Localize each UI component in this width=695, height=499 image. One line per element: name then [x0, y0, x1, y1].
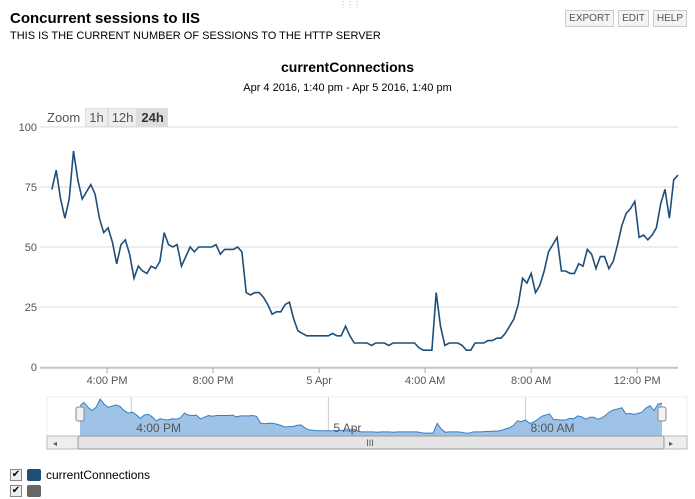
x-tick-label: 5 Apr	[306, 375, 332, 387]
scroll-left-arrow-icon[interactable]: ◂	[53, 439, 57, 448]
checkbox-checked-icon[interactable]: ✔	[10, 485, 22, 497]
legend-label: currentConnections	[46, 468, 151, 482]
y-tick-label: 0	[31, 362, 37, 374]
chart-title: currentConnections	[280, 59, 414, 75]
scroll-right-arrow-icon[interactable]: ▸	[669, 439, 673, 448]
navigator-label: 4:00 PM	[136, 421, 181, 435]
x-tick-label: 8:00 PM	[193, 375, 234, 387]
checkbox-checked-icon[interactable]: ✔	[10, 469, 22, 481]
navigator-label: 8:00 AM	[530, 421, 574, 435]
series-line	[51, 150, 679, 351]
navigator-label: 5 Apr	[333, 421, 361, 435]
series-swatch	[27, 469, 41, 481]
scrollbar-grip-icon: III	[366, 438, 374, 448]
zoom-selector: Zoom 1h 12h 24h	[47, 108, 168, 127]
y-tick-label: 75	[25, 182, 37, 194]
widget-subtitle: THIS IS THE CURRENT NUMBER OF SESSIONS T…	[10, 30, 381, 42]
legend-item[interactable]: ✔	[10, 483, 150, 499]
help-button[interactable]: HELP	[652, 10, 687, 27]
export-button[interactable]: EXPORT	[565, 10, 615, 27]
drag-handle[interactable]: ⋮⋮⋮	[339, 0, 361, 9]
navigator-handle[interactable]	[75, 406, 85, 422]
edit-button[interactable]: EDIT	[618, 10, 649, 27]
legend-item[interactable]: ✔ currentConnections	[10, 467, 150, 483]
navigator-line	[79, 398, 663, 434]
zoom-1h-button[interactable]: 1h	[85, 108, 108, 127]
x-tick-label: 4:00 PM	[87, 375, 128, 387]
scrollbar-thumb[interactable]	[77, 435, 665, 450]
navigator-handle[interactable]	[657, 406, 667, 422]
zoom-label: Zoom	[47, 110, 81, 125]
zoom-12h-button[interactable]: 12h	[107, 108, 138, 127]
x-tick-label: 4:00 AM	[405, 375, 445, 387]
series-swatch	[27, 485, 41, 497]
zoom-24h-button[interactable]: 24h	[137, 108, 168, 127]
navigator-area	[80, 399, 662, 436]
x-tick-label: 12:00 PM	[614, 375, 661, 387]
widget-title: Concurrent sessions to IIS	[10, 10, 201, 27]
chart-subtitle: Apr 4 2016, 1:40 pm - Apr 5 2016, 1:40 p…	[243, 82, 452, 94]
y-tick-label: 100	[19, 122, 37, 134]
y-tick-label: 50	[25, 242, 37, 254]
legend: ✔ currentConnections ✔	[10, 467, 150, 499]
x-tick-label: 8:00 AM	[511, 375, 551, 387]
y-tick-label: 25	[25, 302, 37, 314]
